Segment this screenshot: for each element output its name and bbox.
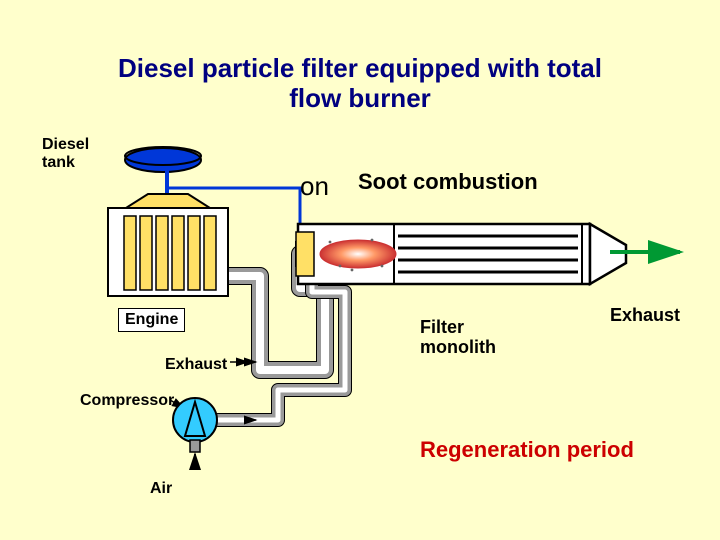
page-title-line2: flow burner xyxy=(0,84,720,113)
label-regeneration: Regeneration period xyxy=(420,438,634,462)
label-exhaust-left: Exhaust xyxy=(165,356,227,374)
label-air: Air xyxy=(150,480,172,498)
page-title-line1: Diesel particle filter equipped with tot… xyxy=(0,54,720,83)
label-diesel-tank: Diesel tank xyxy=(42,136,89,171)
diagram-stage: Diesel particle filter equipped with tot… xyxy=(0,0,720,540)
label-on: on xyxy=(300,172,329,201)
label-filter-monolith: Filter monolith xyxy=(420,318,496,358)
label-soot-combustion: Soot combustion xyxy=(358,170,538,194)
label-engine: Engine xyxy=(118,308,185,332)
label-compressor: Compressor xyxy=(80,392,174,410)
label-exhaust-right: Exhaust xyxy=(610,306,680,326)
